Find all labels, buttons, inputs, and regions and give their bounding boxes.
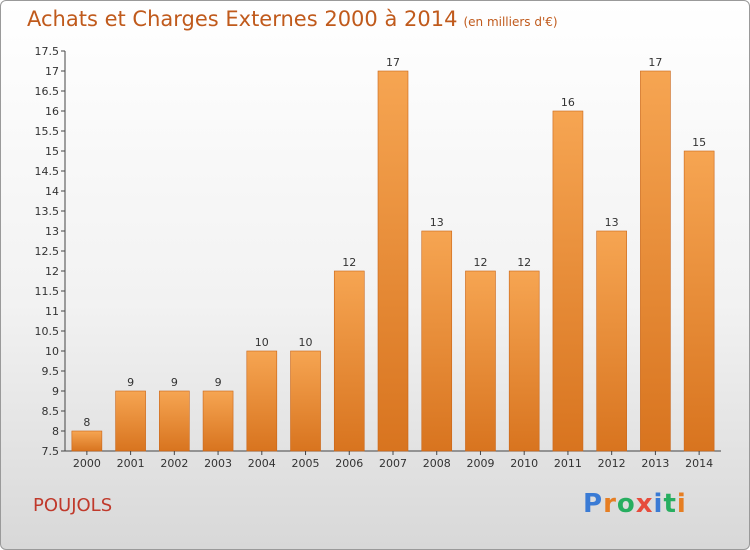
y-tick-label: 9.5 [42, 365, 60, 378]
data-label-2000: 8 [83, 416, 90, 429]
chart-subtitle: (en milliers d'€) [463, 15, 558, 29]
bar-2011 [552, 110, 584, 452]
bar-2001 [115, 390, 146, 452]
x-tick-label-2009: 2009 [466, 457, 494, 470]
data-label-2003: 9 [215, 376, 222, 389]
data-label-2011: 16 [561, 96, 575, 109]
logo-letter: t [663, 489, 677, 519]
y-tick-label: 16 [45, 105, 59, 118]
data-label-2006: 12 [342, 256, 356, 269]
x-tick-label-2011: 2011 [554, 457, 582, 470]
y-tick-label: 7.5 [42, 445, 60, 458]
x-tick-label-2008: 2008 [423, 457, 451, 470]
y-tick-label: 8.5 [42, 405, 60, 418]
data-label-2012: 13 [605, 216, 619, 229]
y-tick-label: 13 [45, 225, 59, 238]
y-tick-label: 10.5 [35, 325, 60, 338]
y-tick-label: 10 [45, 345, 59, 358]
data-label-2013: 17 [648, 56, 662, 69]
bar-2014 [683, 150, 715, 452]
x-tick-label-2003: 2003 [204, 457, 232, 470]
logo-letter: x [635, 489, 654, 519]
data-label-2009: 12 [473, 256, 487, 269]
bar-2007 [377, 70, 409, 452]
x-tick-label-2013: 2013 [641, 457, 669, 470]
bar-2012 [596, 230, 627, 452]
y-tick-label: 11.5 [35, 285, 60, 298]
chart-title-text: Achats et Charges Externes 2000 à 2014 [27, 7, 458, 31]
y-tick-label: 11 [45, 305, 59, 318]
y-tick-label: 9 [52, 385, 59, 398]
x-tick-label-2014: 2014 [685, 457, 713, 470]
data-label-2005: 10 [299, 336, 313, 349]
x-tick-label-2004: 2004 [248, 457, 276, 470]
y-tick-label: 15.5 [35, 125, 60, 138]
logo-letter: i [676, 489, 687, 519]
data-label-2004: 10 [255, 336, 269, 349]
bar-2010 [508, 270, 540, 452]
bar-2013 [640, 70, 671, 452]
y-tick-label: 15 [45, 145, 59, 158]
bar-2006 [333, 270, 365, 452]
y-tick-label: 14.5 [35, 165, 60, 178]
commune-name: POUJOLS [33, 495, 113, 516]
logo-letter: o [616, 489, 636, 519]
y-tick-label: 17 [45, 65, 59, 78]
x-tick-label-2012: 2012 [598, 457, 626, 470]
bar-2003 [202, 390, 234, 452]
data-label-2001: 9 [127, 376, 134, 389]
x-tick-label-2000: 2000 [73, 457, 101, 470]
y-tick-label: 17.5 [35, 45, 60, 58]
logo-letter: i [653, 489, 664, 519]
y-tick-label: 8 [52, 425, 59, 438]
y-tick-label: 13.5 [35, 205, 60, 218]
proxiti-logo: Proxiti [583, 489, 687, 519]
x-tick-label-2001: 2001 [117, 457, 145, 470]
logo-letter: P [583, 489, 604, 519]
logo-letter: r [603, 489, 617, 519]
chart-title: Achats et Charges Externes 2000 à 2014 (e… [27, 7, 558, 31]
y-tick-label: 12 [45, 265, 59, 278]
data-label-2002: 9 [171, 376, 178, 389]
bar-2004 [246, 350, 278, 452]
bar-2005 [290, 350, 321, 452]
data-label-2010: 12 [517, 256, 531, 269]
data-label-2014: 15 [692, 136, 706, 149]
x-tick-label-2010: 2010 [510, 457, 538, 470]
y-tick-label: 16.5 [35, 85, 60, 98]
data-label-2007: 17 [386, 56, 400, 69]
bar-2009 [465, 270, 496, 452]
bar-2000 [71, 430, 103, 452]
y-tick-label: 12.5 [35, 245, 60, 258]
x-tick-label-2006: 2006 [335, 457, 363, 470]
x-tick-label-2002: 2002 [160, 457, 188, 470]
y-tick-label: 14 [45, 185, 59, 198]
x-tick-label-2007: 2007 [379, 457, 407, 470]
bar-2008 [421, 230, 453, 452]
bar-2002 [159, 390, 190, 452]
x-tick-label-2005: 2005 [292, 457, 320, 470]
data-label-2008: 13 [430, 216, 444, 229]
